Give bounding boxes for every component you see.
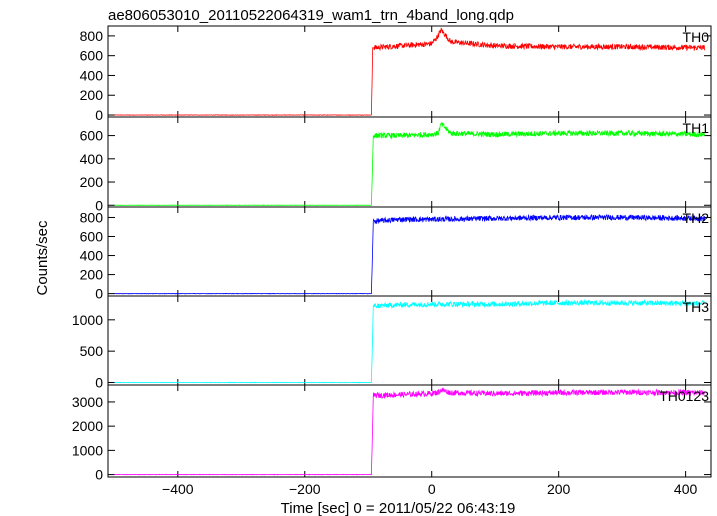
x-tick-label: −200 [289,481,321,497]
y-tick-label: 200 [80,267,104,283]
y-tick-label: 800 [80,209,104,225]
x-tick-label: −400 [162,481,194,497]
series-line-th0 [114,27,706,116]
series-line-th2 [114,213,706,295]
y-tick-label: 600 [80,128,104,144]
panel-label: TH0123 [659,388,709,404]
panel-th3: 0 500 1000 TH3 [72,295,712,390]
y-tick-label: 800 [80,28,104,44]
panel-label: TH0 [683,29,710,45]
y-tick-label: 2000 [72,418,103,434]
y-tick-label: 400 [80,248,104,264]
y-tick-label: 0 [95,286,103,302]
panel-label: TH1 [683,120,710,136]
panel-frame [107,25,712,118]
panel-label: TH3 [683,299,710,315]
x-tick-label: 400 [674,481,698,497]
y-tick-label: 200 [80,87,104,103]
y-tick-label: 0 [95,467,103,483]
panel-th2: 0 200 400 600 800 TH2 [80,206,712,302]
panel-stack: 0 200 400 600 800 TH0 0 200 400 600 TH1 0 200 400 600 8… [72,25,712,483]
panel-label: TH2 [683,210,710,226]
series-line-th0123 [114,387,706,476]
y-axis-label: Counts/sec [34,220,51,296]
series-line-th3 [114,298,705,384]
y-tick-label: 0 [95,107,103,123]
panel-frame [107,116,712,208]
y-tick-label: 600 [80,48,104,64]
y-tick-label: 0 [95,374,103,390]
y-tick-label: 400 [80,67,104,83]
panel-th1: 0 200 400 600 TH1 [80,116,712,213]
y-tick-label: 1000 [72,442,103,458]
y-tick-label: 500 [80,343,104,359]
panel-frame [107,295,712,386]
y-tick-label: 400 [80,151,104,167]
panel-th0123: 0 1000 2000 3000 TH0123 [72,384,712,483]
chart-title: ae806053010_20110522064319_wam1_trn_4ban… [108,7,514,24]
panel-th0: 0 200 400 600 800 TH0 [80,25,712,123]
x-tick-label: 0 [428,481,436,497]
x-axis-label: Time [sec] 0 = 2011/05/22 06:43:19 [281,500,516,516]
x-axis: −400 −200 0 200 400 [162,481,697,497]
y-tick-label: 600 [80,229,104,245]
y-tick-label: 0 [95,197,103,213]
x-tick-label: 200 [547,481,571,497]
y-tick-label: 3000 [72,394,103,410]
y-tick-label: 200 [80,174,104,190]
y-tick-label: 1000 [72,312,103,328]
panel-frame [107,384,712,478]
series-line-th1 [114,121,706,206]
